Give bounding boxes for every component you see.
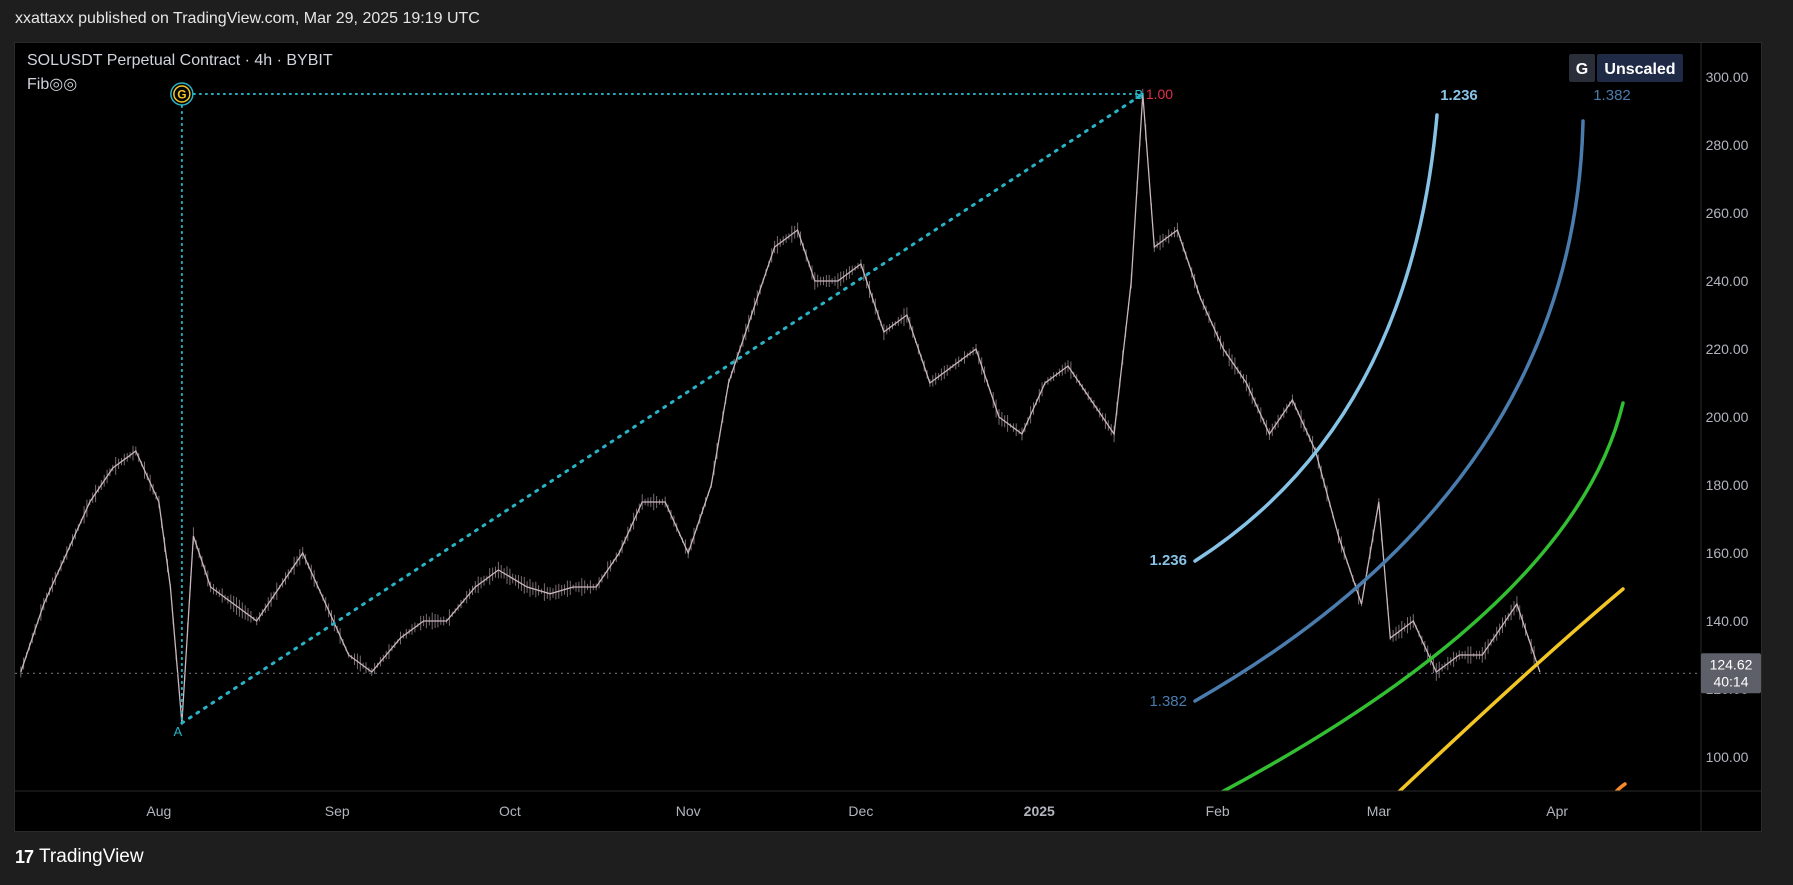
fib-arc-label-top: 1.382 [1593, 87, 1631, 104]
fib-anchor-label: G [177, 88, 186, 102]
fib-point-a-label: A [174, 724, 183, 739]
unscaled-button[interactable] [1597, 54, 1683, 82]
plot-area: G A B 1.00 1.236 1.382 1.236 1.382 [15, 82, 1701, 791]
symbol-line: SOLUSDT Perpetual Contract · 4h · BYBIT [27, 52, 333, 69]
x-tick-label: Dec [848, 803, 873, 819]
fib-arc-1382 [1193, 119, 1585, 703]
last-price-badge: 124.62 40:14 [1701, 653, 1761, 694]
y-tick-label: 200.00 [1706, 409, 1749, 425]
fib-arc-label-bottom: 1.236 [1149, 552, 1187, 569]
y-tick-label: 180.00 [1706, 477, 1749, 493]
unscaled-button-label: Unscaled [1604, 61, 1675, 78]
x-tick-label: 2025 [1024, 803, 1055, 819]
g-button[interactable] [1569, 54, 1595, 82]
tradingview-footer: 17 TradingView [15, 846, 144, 868]
y-tick-label: 240.00 [1706, 273, 1749, 289]
fib-level-1-label: 1.00 [1146, 86, 1173, 102]
fib-arc-yellow [1397, 587, 1625, 791]
g-button-label: G [1576, 61, 1588, 78]
fib-point-b-label: B [1135, 87, 1144, 102]
fib-arc-label-top: 1.236 [1440, 87, 1478, 104]
indicator-label: Fib◎◎ [27, 76, 77, 93]
fib-arc-label-bottom: 1.382 [1149, 693, 1187, 710]
price-series-line [20, 93, 1541, 724]
y-tick-label: 280.00 [1706, 137, 1749, 153]
y-tick-label: 160.00 [1706, 545, 1749, 561]
fib-arc-green [1220, 401, 1625, 791]
y-tick-label: 220.00 [1706, 341, 1749, 357]
time-axis: Aug Sep Oct Nov Dec 2025 Feb Mar Apr [15, 790, 1761, 819]
x-tick-label: Nov [676, 803, 701, 819]
y-tick-label: 300.00 [1706, 69, 1749, 85]
footer-brand: TradingView [39, 846, 144, 867]
last-price-value: 124.62 [1710, 656, 1753, 672]
fib-arc-orange [1614, 782, 1627, 791]
fib-trend-line [180, 92, 1145, 725]
countdown-value: 40:14 [1713, 673, 1748, 689]
fib-anchor-inner [173, 85, 191, 103]
y-tick-label: 140.00 [1706, 613, 1749, 629]
last-price-badge-bg [1701, 653, 1761, 694]
publish-header: xxattaxx published on TradingView.com, M… [15, 10, 480, 27]
x-tick-label: Aug [146, 803, 171, 819]
tradingview-logo-icon: 17 [15, 846, 34, 867]
fib-arc-1236 [1193, 113, 1439, 563]
chart-legend: SOLUSDT Perpetual Contract · 4h · BYBIT … [27, 52, 333, 93]
price-axis: 100.00120.00140.00160.00180.00200.00220.… [1700, 43, 1749, 831]
x-tick-label: Mar [1367, 803, 1391, 819]
y-tick-label: 260.00 [1706, 205, 1749, 221]
x-tick-label: Sep [325, 803, 350, 819]
x-tick-label: Oct [499, 803, 521, 819]
x-tick-label: Feb [1206, 803, 1230, 819]
scale-buttons: G Unscaled [1569, 54, 1683, 82]
y-tick-label: 100.00 [1706, 749, 1749, 765]
x-tick-label: Apr [1546, 803, 1568, 819]
